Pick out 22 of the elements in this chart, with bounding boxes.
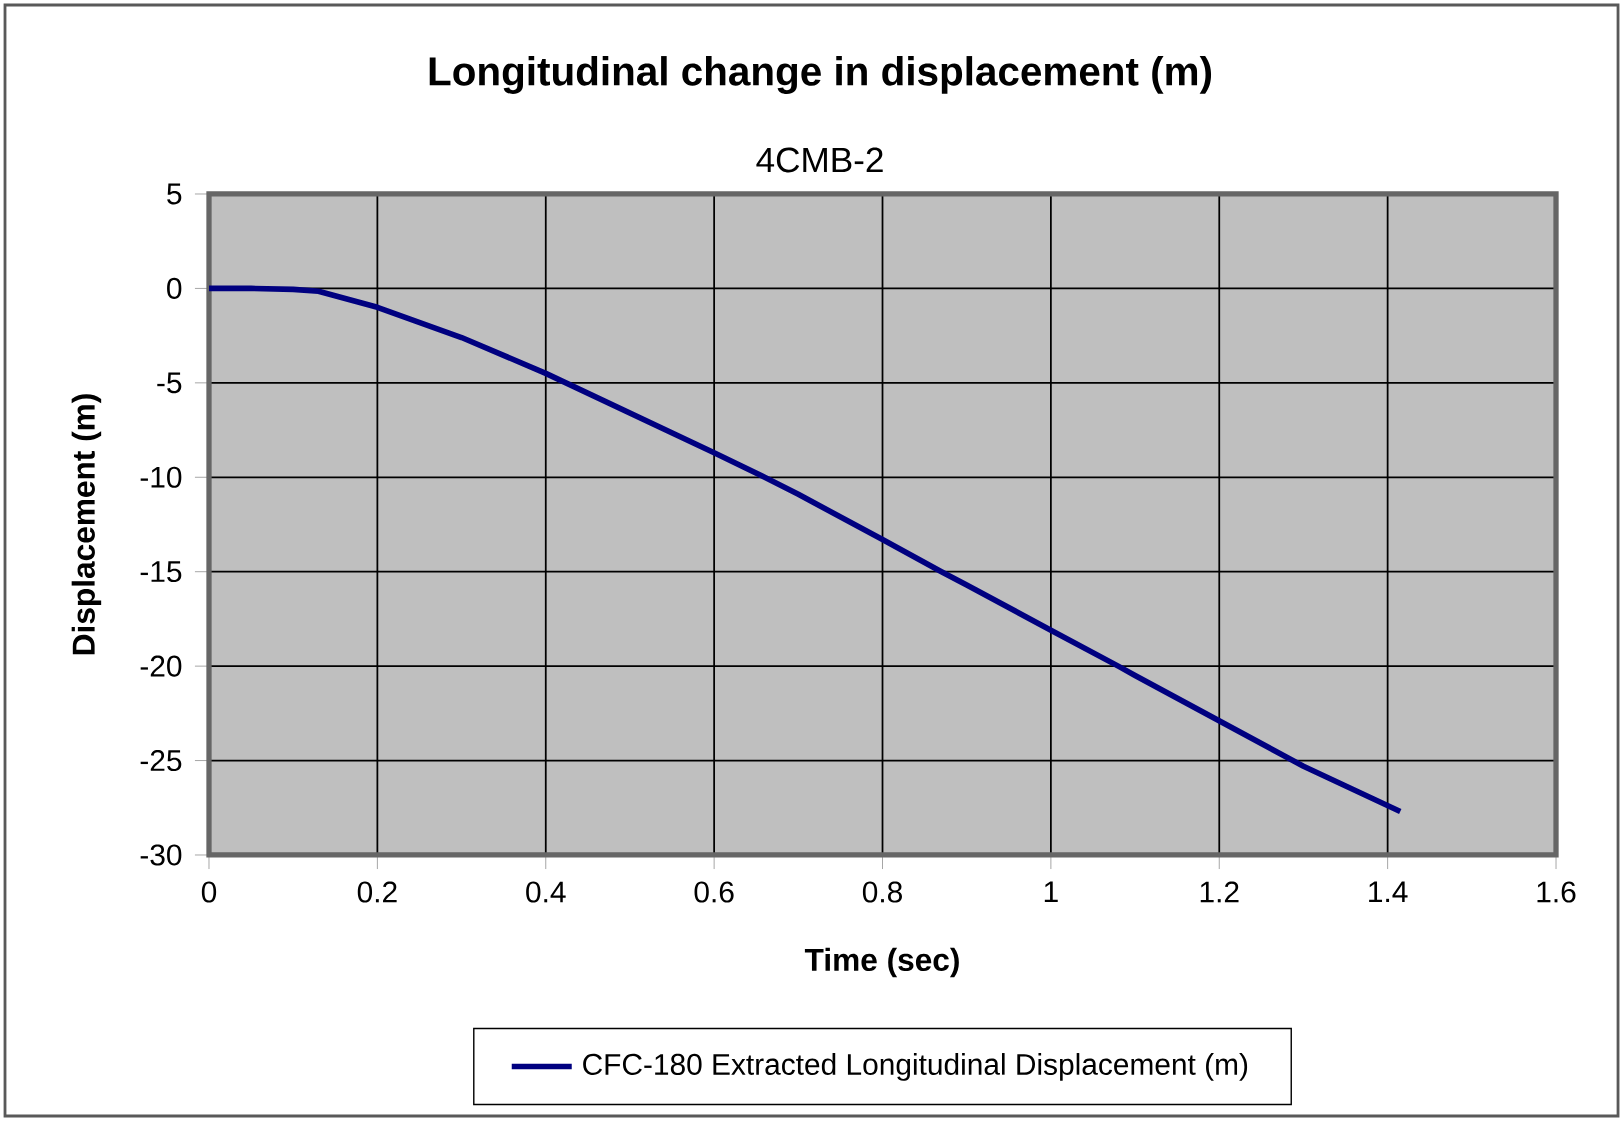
x-tick-label: 1.6	[1537, 881, 1576, 903]
y-tick-label: 0	[167, 277, 182, 299]
chart-title: Longitudinal change in displacement (m)	[429, 56, 1212, 94]
x-tick-label: 1	[1044, 881, 1058, 903]
y-tick-label: -30	[140, 844, 182, 866]
chart-subtitle: 4CMB-2	[756, 147, 883, 173]
x-tick-label: 0.6	[694, 881, 734, 903]
x-tick-label: 1.2	[1200, 881, 1239, 903]
x-tick-label: 0.8	[862, 881, 902, 903]
y-tick-label: -15	[140, 561, 182, 583]
y-tick-label: -25	[140, 750, 182, 772]
y-axis-title: Displacement (m)	[71, 394, 102, 655]
x-axis-title: Time (sec)	[804, 947, 959, 978]
x-tick-label: 0.2	[357, 881, 397, 903]
x-tick-label: 1.4	[1369, 881, 1408, 903]
x-tick-label: 0	[201, 881, 217, 903]
y-tick-label: -10	[140, 466, 182, 488]
legend-label: CFC-180 Extracted Longitudinal Displacement (m)	[583, 1053, 1248, 1081]
y-tick-label: -5	[157, 372, 182, 394]
y-tick-label: 5	[167, 183, 182, 205]
y-tick-label: -20	[140, 655, 182, 677]
x-tick-label: 0.4	[526, 881, 566, 903]
